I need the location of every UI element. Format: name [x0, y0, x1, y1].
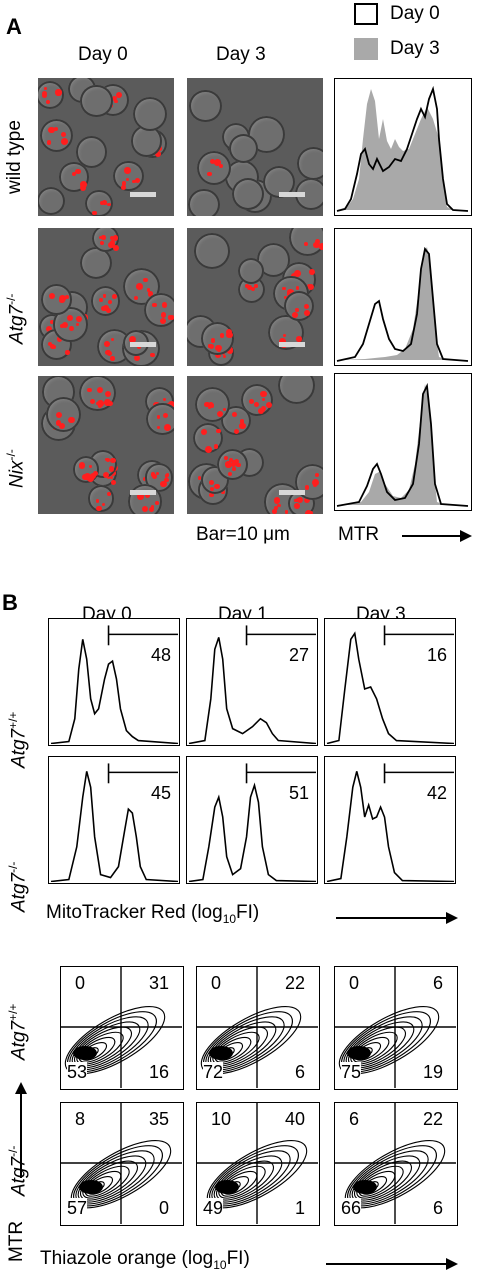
contour-y-axis-arrow: [14, 1082, 28, 1178]
scale-bar: [130, 192, 156, 197]
scale-bar: [279, 490, 305, 495]
quadrant-lr-value: 1: [294, 1198, 305, 1219]
quadrant-ll-value: 53: [67, 1062, 88, 1083]
micrograph-wild-type-day3: [187, 78, 323, 216]
gate-percentage: 42: [426, 783, 447, 803]
quadrant-ll-value: 66: [341, 1198, 362, 1219]
contour-y-axis-label: MTR: [6, 1220, 27, 1262]
legend-day0-label: Day 0: [390, 3, 440, 24]
gate-percentage: 51: [288, 783, 309, 803]
quadrant-ur-value: 22: [284, 973, 305, 994]
panel-a-axis-label: MTR: [338, 524, 380, 545]
quadrant-lr-value: 6: [432, 1198, 443, 1219]
mtr-histogram-atg7-ko-day3: 42: [324, 756, 456, 884]
contour-plot-atg7-wt-day1: 0 22 72 6: [196, 966, 320, 1090]
mtr-histogram-atg7-ko-day0: 45: [48, 756, 180, 884]
row-label-nix-ko: Nix-/-: [4, 449, 28, 488]
quadrant-ll-value: 57: [67, 1198, 88, 1219]
histogram-nix-ko: [334, 373, 472, 511]
quadrant-ur-value: 40: [284, 1109, 305, 1130]
quadrant-ul-value: 8: [75, 1109, 86, 1130]
quadrant-ll-value: 49: [203, 1198, 224, 1219]
quadrant-ul-value: 0: [75, 973, 86, 994]
quadrant-lr-value: 19: [422, 1062, 443, 1083]
micrograph-atg7-ko-day0: [38, 228, 174, 366]
row-label-atg7-ko-hist: Atg7-/-: [6, 861, 30, 912]
mtr-histogram-atg7-ko-day1: 51: [186, 756, 318, 884]
contour-plot-atg7-ko-day0: 8 35 57 0: [60, 1102, 184, 1226]
gate-percentage: 16: [426, 645, 447, 665]
quadrant-lr-value: 6: [294, 1062, 305, 1083]
contour-plot-atg7-ko-day1: 10 40 49 1: [196, 1102, 320, 1226]
quadrant-ur-value: 22: [422, 1109, 443, 1130]
row-label-wild-type: wild type: [4, 120, 25, 194]
quadrant-ur-value: 35: [148, 1109, 169, 1130]
scale-bar: [130, 490, 156, 495]
quadrant-ur-value: 31: [148, 973, 169, 994]
panel-b-letter: B: [2, 590, 18, 615]
panel-a-axis-arrow: [402, 524, 474, 548]
micrograph-nix-ko-day3: [187, 376, 323, 514]
quadrant-ll-value: 75: [341, 1062, 362, 1083]
histogram-atg7-ko: [334, 228, 472, 366]
histogram-wild-type: [334, 78, 472, 216]
mtr-histogram-atg7-wt-day0: 48: [48, 618, 180, 746]
contour-x-axis-arrow: [326, 1252, 460, 1276]
row-label-atg7-wt-hist: Atg7+/+: [6, 711, 30, 768]
panel-a-letter: A: [6, 14, 22, 39]
scale-bar: [279, 192, 305, 197]
hist-x-axis-label: MitoTracker Red (log10FI): [46, 902, 260, 926]
quadrant-ll-value: 72: [203, 1062, 224, 1083]
contour-plot-atg7-wt-day0: 0 31 53 16: [60, 966, 184, 1090]
micrograph-atg7-ko-day3: [187, 228, 323, 366]
gate-percentage: 27: [288, 645, 309, 665]
contour-plot-atg7-ko-day3: 6 22 66 6: [334, 1102, 458, 1226]
scale-bar: [130, 342, 156, 347]
scale-bar: [279, 342, 305, 347]
micrograph-nix-ko-day0: [38, 376, 174, 514]
quadrant-ul-value: 0: [349, 973, 360, 994]
mtr-histogram-atg7-wt-day1: 27: [186, 618, 318, 746]
mtr-histogram-atg7-wt-day3: 16: [324, 618, 456, 746]
hist-x-axis-arrow: [336, 906, 460, 930]
gate-percentage: 45: [150, 783, 171, 803]
row-label-atg7-ko-a: Atg7-/-: [4, 293, 28, 344]
contour-plot-atg7-wt-day3: 0 6 75 19: [334, 966, 458, 1090]
quadrant-ul-value: 0: [211, 973, 222, 994]
quadrant-ur-value: 6: [432, 973, 443, 994]
quadrant-lr-value: 16: [148, 1062, 169, 1083]
panel-a-col-header-day0: Day 0: [78, 44, 128, 65]
gate-percentage: 48: [150, 645, 171, 665]
legend-day0-swatch: [354, 3, 378, 25]
legend-day3-label: Day 3: [390, 38, 440, 59]
quadrant-ul-value: 6: [349, 1109, 360, 1130]
panel-a-scale-text: Bar=10 μm: [196, 524, 290, 545]
quadrant-ul-value: 10: [211, 1109, 232, 1130]
row-label-atg7-wt-contour: Atg7+/+: [6, 1003, 30, 1060]
micrograph-wild-type-day0: [38, 78, 174, 216]
contour-x-axis-label: Thiazole orange (log10FI): [40, 1248, 250, 1272]
quadrant-lr-value: 0: [158, 1198, 169, 1219]
panel-a-col-header-day3: Day 3: [216, 44, 266, 65]
legend-day3-swatch: [354, 38, 378, 60]
